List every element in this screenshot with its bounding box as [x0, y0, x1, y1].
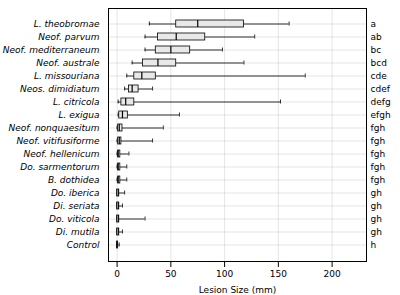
svg-text:150: 150: [270, 269, 287, 279]
svg-text:Do. iberica: Do. iberica: [51, 188, 100, 198]
svg-text:fgh: fgh: [371, 175, 386, 185]
svg-text:fgh: fgh: [371, 123, 386, 133]
svg-text:h: h: [371, 240, 377, 250]
svg-text:Neof. parvum: Neof. parvum: [38, 32, 99, 42]
svg-text:Neos. dimidiatum: Neos. dimidiatum: [20, 84, 100, 94]
svg-text:fgh: fgh: [371, 149, 386, 159]
svg-text:gh: gh: [371, 214, 382, 224]
svg-text:defg: defg: [371, 97, 391, 107]
svg-text:Lesion Size (mm): Lesion Size (mm): [199, 285, 277, 295]
svg-text:cde: cde: [371, 71, 388, 81]
svg-text:gh: gh: [371, 188, 382, 198]
svg-text:fgh: fgh: [371, 136, 386, 146]
svg-text:Di. mutila: Di. mutila: [56, 227, 100, 237]
svg-text:cdef: cdef: [371, 84, 391, 94]
svg-text:ab: ab: [371, 32, 383, 42]
svg-text:Neof. mediterraneum: Neof. mediterraneum: [3, 45, 100, 55]
svg-text:Neof. vitifusiforme: Neof. vitifusiforme: [16, 136, 100, 146]
svg-text:gh: gh: [371, 201, 382, 211]
svg-text:50: 50: [165, 269, 177, 279]
svg-text:B. dothidea: B. dothidea: [48, 175, 100, 185]
svg-text:Neof. hellenicum: Neof. hellenicum: [24, 149, 100, 159]
svg-text:Di. seriata: Di. seriata: [53, 201, 99, 211]
svg-text:Do. sarmentorum: Do. sarmentorum: [20, 162, 100, 172]
svg-text:efgh: efgh: [371, 110, 391, 120]
svg-text:Do. viticola: Do. viticola: [49, 214, 99, 224]
svg-text:L. theobromae: L. theobromae: [34, 19, 100, 29]
svg-text:a: a: [371, 19, 377, 29]
svg-text:L. exigua: L. exigua: [58, 110, 99, 120]
svg-text:Control: Control: [67, 240, 100, 250]
svg-text:bcd: bcd: [371, 58, 387, 68]
svg-text:bc: bc: [371, 45, 382, 55]
svg-text:Neof. nonquaesitum: Neof. nonquaesitum: [8, 123, 99, 133]
svg-text:Neof. australe: Neof. australe: [36, 58, 100, 68]
svg-text:L. citricola: L. citricola: [53, 97, 99, 107]
svg-text:200: 200: [324, 269, 341, 279]
svg-text:fgh: fgh: [371, 162, 386, 172]
svg-text:gh: gh: [371, 227, 382, 237]
svg-text:100: 100: [216, 269, 233, 279]
svg-text:L. missouriana: L. missouriana: [34, 71, 100, 81]
svg-text:0: 0: [114, 269, 120, 279]
